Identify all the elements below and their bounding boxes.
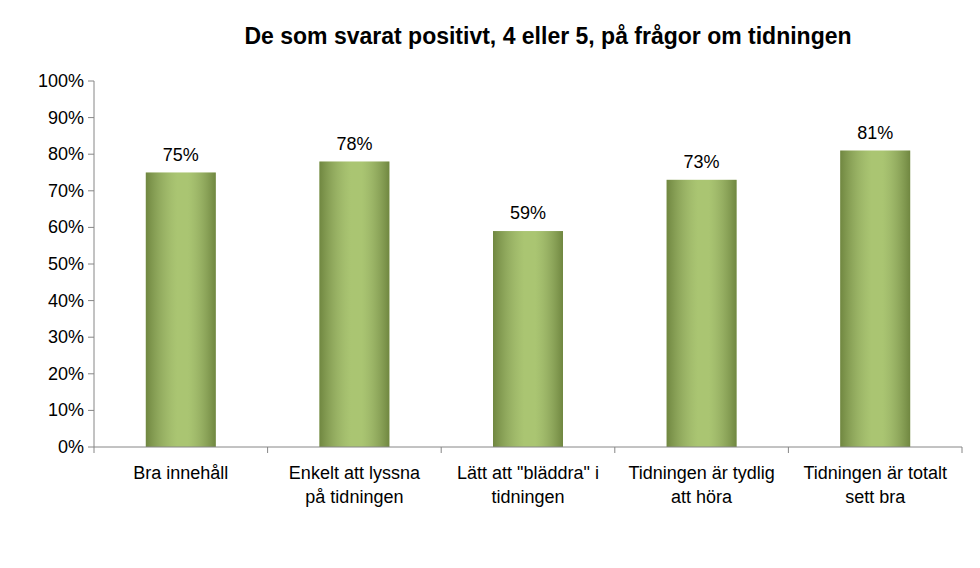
y-tick (88, 81, 94, 82)
data-label: 73% (684, 152, 720, 172)
data-label: 75% (163, 145, 199, 165)
bar-shade (146, 173, 216, 448)
y-tick-label: 30% (48, 327, 84, 347)
chart-svg: De som svarat positivt, 4 eller 5, på fr… (0, 0, 980, 568)
x-axis-line (94, 447, 962, 448)
x-tick (94, 447, 95, 453)
bar-shade (319, 162, 389, 447)
y-tick (88, 190, 94, 191)
y-tick-label: 70% (48, 181, 84, 201)
y-tick-label: 20% (48, 364, 84, 384)
data-label: 78% (336, 134, 372, 154)
data-label: 81% (857, 123, 893, 143)
y-tick (88, 373, 94, 374)
y-tick-label: 60% (48, 217, 84, 237)
y-tick-label: 50% (48, 254, 84, 274)
y-tick-label: 100% (38, 71, 84, 91)
x-tick (267, 447, 268, 453)
bar-shade (493, 231, 563, 447)
x-tick (962, 447, 963, 453)
x-tick-label: Lätt att "bläddra" itidningen (457, 463, 599, 507)
data-label: 59% (510, 203, 546, 223)
bar (146, 173, 216, 448)
chart-container: De som svarat positivt, 4 eller 5, på fr… (0, 0, 980, 568)
y-tick (88, 227, 94, 228)
x-tick-label: Enkelt att lyssnapå tidningen (289, 463, 421, 507)
y-tick-label: 10% (48, 400, 84, 420)
y-tick-label: 40% (48, 291, 84, 311)
bar (667, 180, 737, 447)
y-axis: 0% 10% 20% 30% 40% 50% 60% 70% 80% 90% 100% (38, 71, 94, 457)
y-tick (88, 117, 94, 118)
x-tick (788, 447, 789, 453)
y-tick (88, 300, 94, 301)
x-tick-label: Tidningen är tydligatt höra (628, 463, 774, 507)
x-tick-label: Tidningen är totaltsett bra (803, 463, 946, 507)
bar-shade (667, 180, 737, 447)
x-tick-label: Bra innehåll (133, 463, 228, 483)
y-tick (88, 337, 94, 338)
y-tick-label: 90% (48, 108, 84, 128)
y-tick (88, 410, 94, 411)
y-axis-line (94, 81, 95, 447)
y-tick (88, 154, 94, 155)
y-tick-label: 0% (58, 437, 84, 457)
y-tick (88, 447, 94, 448)
x-tick (614, 447, 615, 453)
bar (840, 151, 910, 447)
labels: 75% 78% 59% 73% 81% (163, 123, 893, 224)
x-tick (441, 447, 442, 453)
bar (493, 231, 563, 447)
bars (146, 151, 910, 447)
chart-title: De som svarat positivt, 4 eller 5, på fr… (244, 23, 851, 49)
bar (319, 162, 389, 447)
y-tick-label: 80% (48, 144, 84, 164)
y-tick (88, 264, 94, 265)
bar-shade (840, 151, 910, 447)
